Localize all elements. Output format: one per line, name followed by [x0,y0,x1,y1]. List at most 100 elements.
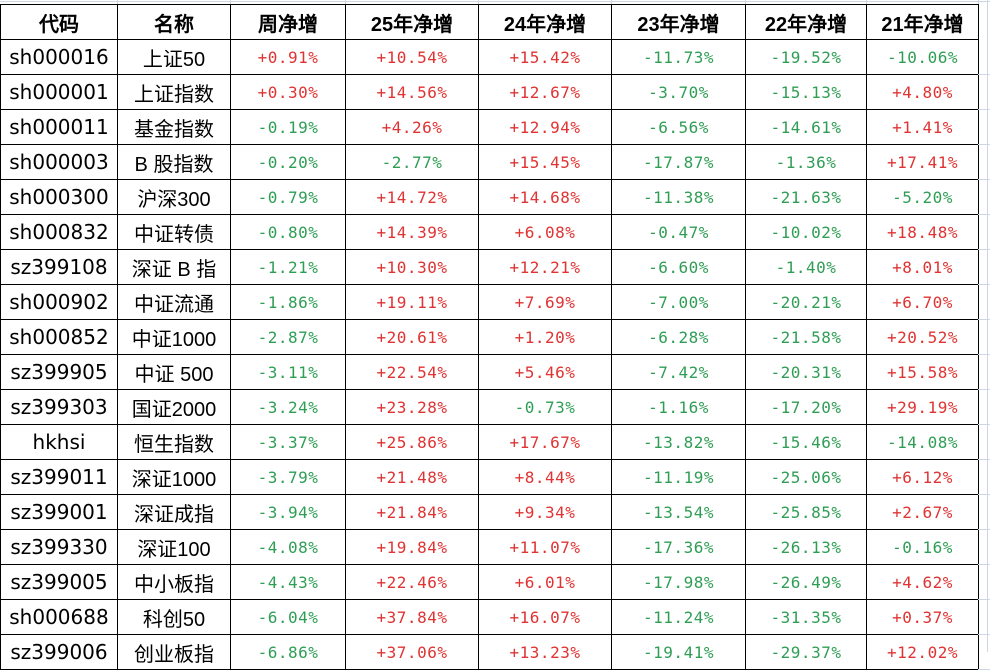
index-name-cell: 深证1000 [117,459,231,495]
table-row: sz399001 深证成指 -3.94% +21.84% +9.34% -13.54% -2… [0,494,979,530]
excel-gridline-tick [344,0,346,4]
return-value-cell: +8.01% [866,249,979,285]
table-row: sz399108 深证 B 指 -1.21% +10.30% +12.21% -6.60%… [0,249,979,285]
excel-gridline-tick [744,0,746,4]
return-value-cell: +12.94% [478,109,612,145]
return-value-cell: -11.19% [611,459,746,495]
index-code-cell: sz399330 [0,529,118,565]
return-value-cell: +2.67% [866,494,979,530]
return-value-cell: +6.08% [478,214,612,250]
excel-gridline-tick [978,493,990,495]
return-value-cell: +6.70% [866,284,979,320]
return-value-cell: +20.61% [345,319,479,355]
column-header: 24年净增 [478,4,612,40]
index-name-cell: 中证1000 [117,319,231,355]
return-value-cell: -15.13% [745,74,867,110]
column-header: 23年净增 [611,4,746,40]
index-name-cell: 深证100 [117,529,231,565]
table-row: sh000832 中证转债 -0.80% +14.39% +6.08% -0.47% -10… [0,214,979,250]
return-value-cell: +4.26% [345,109,479,145]
return-value-cell: +12.67% [478,74,612,110]
excel-gridline-tick [229,0,231,4]
index-code-cell: sh000003 [0,144,118,180]
return-value-cell: +8.44% [478,459,612,495]
return-value-cell: -1.36% [745,144,867,180]
index-code-cell: sz399905 [0,354,118,390]
return-value-cell: -7.00% [611,284,746,320]
return-value-cell: +21.48% [345,459,479,495]
return-value-cell: -20.31% [745,354,867,390]
table-row: sh000688 科创50 -6.04% +37.84% +16.07% -11.24% -… [0,599,979,635]
index-returns-table: 代码 名称 周净增 25年净增 24年净增 23年净增 22年净增 21年净增 sh00001… [0,4,979,670]
column-header: 代码 [0,4,118,40]
return-value-cell: +17.41% [866,144,979,180]
return-value-cell: +5.46% [478,354,612,390]
return-value-cell: +4.62% [866,564,979,600]
return-value-cell: -1.40% [745,249,867,285]
return-value-cell: -0.80% [230,214,346,250]
index-code-cell: hkhsi [0,424,118,460]
index-name-cell: 国证2000 [117,389,231,425]
return-value-cell: +20.52% [866,319,979,355]
return-value-cell: -25.06% [745,459,867,495]
table-row: sh000003 B 股指数 -0.20% -2.77% +15.45% -17.87% -… [0,144,979,180]
index-code-cell: sh000011 [0,109,118,145]
return-value-cell: +12.21% [478,249,612,285]
return-value-cell: -20.21% [745,284,867,320]
excel-gridline-tick [978,318,990,320]
excel-gridline-tick [977,0,979,4]
index-name-cell: B 股指数 [117,144,231,180]
return-value-cell: -4.43% [230,564,346,600]
return-value-cell: +0.91% [230,39,346,75]
excel-gridline-tick [610,0,612,4]
column-header: 21年净增 [866,4,979,40]
index-name-cell: 中证 500 [117,354,231,390]
return-value-cell: -7.42% [611,354,746,390]
return-value-cell: -10.02% [745,214,867,250]
excel-gridline-top [0,1,990,2]
return-value-cell: +10.30% [345,249,479,285]
return-value-cell: -0.79% [230,179,346,215]
return-value-cell: -0.16% [866,529,979,565]
excel-gridline-tick [978,598,990,600]
return-value-cell: -0.20% [230,144,346,180]
return-value-cell: +15.58% [866,354,979,390]
index-code-cell: sh000832 [0,214,118,250]
table-row: hkhsi 恒生指数 -3.37% +25.86% +17.67% -13.82% -15.… [0,424,979,460]
return-value-cell: -1.86% [230,284,346,320]
index-name-cell: 恒生指数 [117,424,231,460]
return-value-cell: -13.82% [611,424,746,460]
excel-gridline-tick [978,73,990,75]
excel-gridline-tick [978,633,990,635]
return-value-cell: +4.80% [866,74,979,110]
return-value-cell: -17.36% [611,529,746,565]
return-value-cell: -31.35% [745,599,867,635]
return-value-cell: -2.87% [230,319,346,355]
return-value-cell: -19.52% [745,39,867,75]
index-code-cell: sh000300 [0,179,118,215]
return-value-cell: -2.77% [345,144,479,180]
return-value-cell: +6.12% [866,459,979,495]
excel-gridline-tick [865,0,867,4]
excel-gridline-right [987,0,988,652]
excel-gridline-tick [978,388,990,390]
excel-gridline-tick [978,563,990,565]
return-value-cell: -3.24% [230,389,346,425]
return-value-cell: -14.61% [745,109,867,145]
return-value-cell: -0.19% [230,109,346,145]
return-value-cell: +22.46% [345,564,479,600]
return-value-cell: -0.73% [478,389,612,425]
return-value-cell: -29.37% [745,634,867,670]
return-value-cell: -15.46% [745,424,867,460]
excel-gridline-tick [978,143,990,145]
index-code-cell: sh000852 [0,319,118,355]
excel-gridline-tick [116,0,118,4]
column-header: 22年净增 [745,4,867,40]
return-value-cell: -11.73% [611,39,746,75]
return-value-cell: +10.54% [345,39,479,75]
return-value-cell: +15.45% [478,144,612,180]
excel-gridline-tick [978,178,990,180]
column-header: 名称 [117,4,231,40]
return-value-cell: +14.39% [345,214,479,250]
